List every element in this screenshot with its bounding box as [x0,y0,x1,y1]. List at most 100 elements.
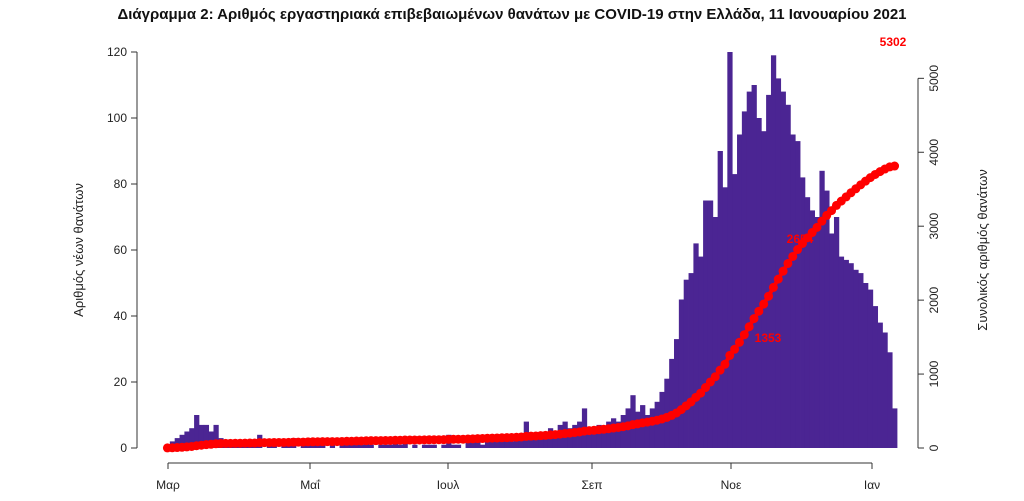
bar [383,444,389,448]
bar [567,428,573,448]
cumulative-point [720,359,730,369]
cumulative-point [725,350,735,360]
bar [329,444,336,448]
bar [863,283,869,448]
bar [499,441,505,448]
y2-tick-label: 5000 [927,65,941,92]
cumulative-point [749,314,759,324]
bar [455,444,462,448]
bar [693,243,699,448]
bar [727,52,733,448]
bar [722,187,728,449]
cumulative-annotation: 2654 [787,232,814,246]
bar [775,78,782,449]
bar [858,273,864,448]
bar [208,431,214,448]
x-tick-label: Μαΐ [300,478,321,492]
y-tick-label: 100 [107,111,127,125]
bar [688,273,694,448]
bar [489,441,496,448]
bar [504,441,510,448]
bar [800,177,806,448]
bar [378,444,384,448]
bar [586,428,592,448]
cumulative-point [739,330,749,340]
bar [543,434,549,448]
bar [620,415,626,448]
bar [751,85,757,448]
bar [732,174,738,448]
bar [179,434,185,448]
y2-axis-title: Συνολικός αριθμός θανάτων [975,169,990,330]
bar [804,197,811,448]
bar [892,408,898,448]
y-axis-title: Αριθμός νέων θανάτων [71,183,86,317]
cumulative-point [744,322,754,332]
bar [606,421,612,448]
cumulative-point [759,299,769,309]
bar [746,91,752,448]
bar [194,415,200,448]
cumulative-point [773,274,783,284]
y2-tick-label: 0 [927,444,941,451]
bar [509,441,515,448]
bar [514,438,520,448]
bar [591,431,597,448]
cumulative-series [162,161,900,453]
x-tick-label: Νοε [721,478,742,492]
bar [174,438,180,448]
bar [707,200,714,448]
chart-title: Διάγραμμα 2: Αριθμός εργαστηριακά επιβεβ… [117,6,907,23]
y-tick-label: 60 [114,243,128,257]
bar [867,289,874,448]
y-tick-label: 20 [114,375,128,389]
bar [785,104,791,449]
bar [649,408,656,448]
bar [737,134,743,448]
bar [635,411,641,448]
cumulative-point [710,372,720,382]
y2-tick-label: 2000 [927,286,941,313]
bar [833,217,840,448]
x-tick-label: Ιουλ [437,478,460,492]
bar [872,306,879,448]
bar [349,444,355,448]
bar [741,111,748,449]
bar [644,415,651,448]
x-tick-label: Ιαν [864,478,880,492]
bar [441,444,447,448]
bar [766,94,772,449]
bar [703,200,709,448]
bar [596,424,602,448]
bar [887,352,893,448]
bar [494,441,500,448]
y-tick-label: 0 [120,441,127,455]
bar [470,441,476,448]
bar [426,444,433,448]
bar [528,438,534,448]
bottom-axis: Μαρ Μαΐ Ιουλ Σεπ Νοε Ιαν [156,462,880,492]
cumulative-point [764,291,774,301]
cumulative-point [730,344,740,354]
bar [552,434,559,448]
bar [795,141,801,448]
bar [809,210,815,448]
bar [533,438,539,448]
bar [843,259,849,448]
cumulative-point [793,245,803,255]
bar [213,424,219,448]
bar-series [165,52,898,449]
bar [683,279,689,448]
bar [368,444,374,448]
bar [853,269,859,448]
bar [814,217,820,448]
bar [819,170,825,449]
bar [421,444,428,448]
cumulative-point [890,161,900,171]
bar [397,444,403,448]
cumulative-point [754,306,764,316]
bar [654,401,660,448]
right-axis: 0 1000 2000 3000 4000 5000 [917,65,941,451]
x-tick-label: Σεπ [581,478,602,492]
bar [756,118,762,448]
